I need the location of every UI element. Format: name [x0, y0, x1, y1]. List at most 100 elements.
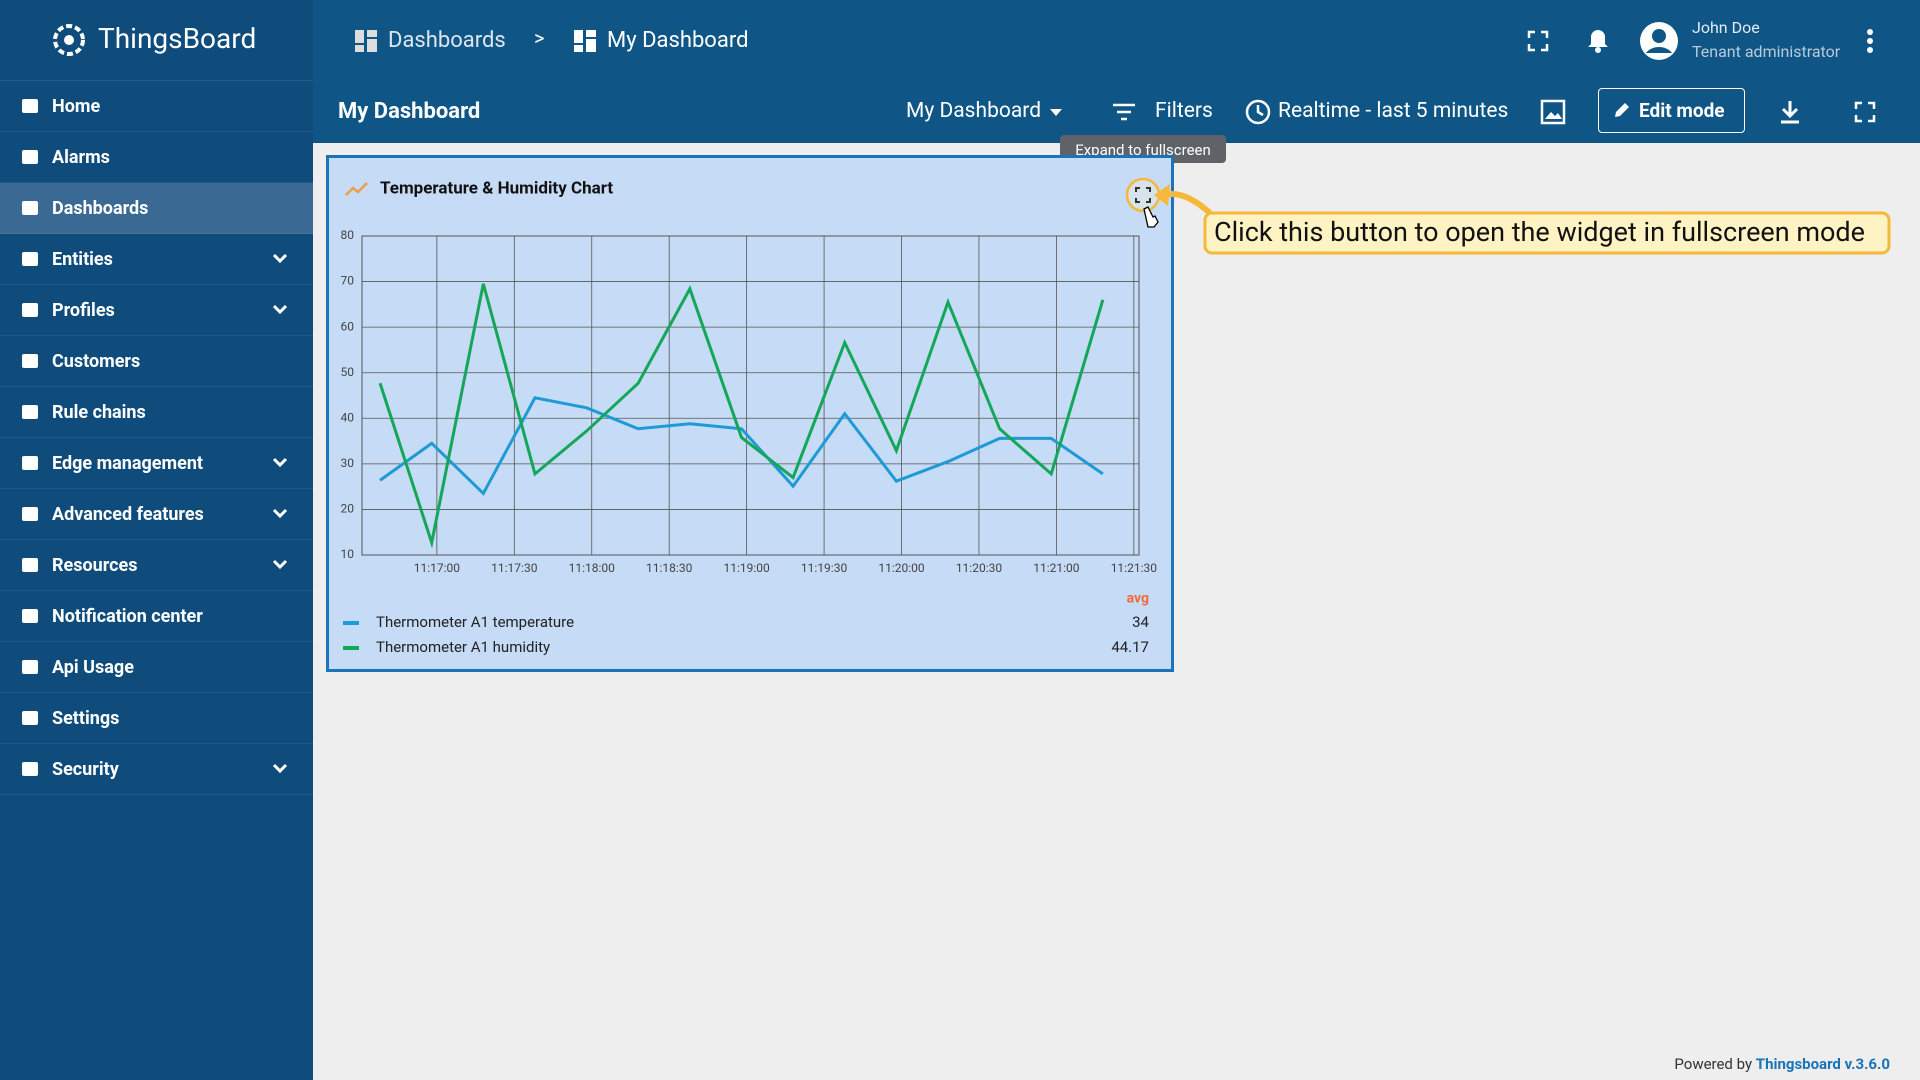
menu-item[interactable]: Notification center [0, 591, 313, 642]
divider [0, 80, 313, 81]
x-tick-label: 11:21:00 [1033, 561, 1080, 575]
dashboard-select[interactable]: My Dashboard [906, 99, 1042, 123]
menu-item[interactable]: Dashboards [0, 183, 313, 234]
callout-box [1203, 211, 1891, 255]
y-tick-label: 80 [341, 228, 355, 242]
logo-icon [53, 24, 85, 56]
menu-icon [22, 252, 38, 266]
y-tick-label: 10 [341, 547, 355, 561]
menu-item[interactable]: Advanced features [0, 489, 313, 540]
x-tick-label: 11:20:30 [956, 561, 1003, 575]
dropdown-arrow[interactable] [1049, 107, 1063, 117]
menu-icon [22, 303, 38, 317]
user-name: John Doe [1692, 18, 1760, 37]
menu-item[interactable]: Settings [0, 693, 313, 744]
user-role: Tenant administrator [1692, 42, 1841, 61]
footer-link[interactable]: Thingsboard v.3.6.0 [1755, 1055, 1890, 1073]
logo-text: ThingsBoard [98, 22, 257, 55]
cursor [1143, 206, 1159, 228]
fullscreen-glyph [1135, 187, 1151, 203]
callout-arrowhead [1154, 184, 1170, 206]
menu-icon [22, 558, 38, 572]
menu-label: Resources [52, 555, 138, 576]
y-tick-label: 70 [341, 274, 355, 288]
edit-mode-label: Edit mode [1639, 99, 1725, 122]
breadcrumb-separator: > [534, 26, 545, 50]
image-button[interactable] [1540, 99, 1566, 125]
series-line [378, 283, 1105, 549]
breadcrumb-current: My Dashboard [607, 28, 749, 53]
menu-label: Customers [52, 351, 141, 372]
dashboards-icon [355, 30, 377, 52]
x-tick-label: 11:17:30 [491, 561, 538, 575]
y-tick-label: 30 [341, 456, 355, 470]
menu-icon [22, 456, 38, 470]
x-tick-label: 11:21:30 [1111, 561, 1158, 575]
menu-item[interactable]: Profiles [0, 285, 313, 336]
dashboard-toolbar: My Dashboard My Dashboard Filters Realti… [313, 82, 1920, 143]
menu-label: Home [52, 96, 101, 117]
menu-item[interactable]: Home [0, 81, 313, 132]
edit-mode-button[interactable]: Edit mode [1598, 88, 1745, 133]
menu-icon [22, 711, 38, 725]
menu-label: Alarms [52, 147, 110, 168]
footer-prefix: Powered by [1674, 1055, 1753, 1073]
download-button[interactable] [1779, 99, 1801, 125]
notifications-button[interactable] [1586, 28, 1610, 54]
filters-button[interactable]: Filters [1155, 99, 1213, 123]
legend-label: Thermometer A1 humidity [376, 638, 550, 656]
menu-icon [22, 507, 38, 521]
menu-icon [22, 762, 38, 776]
fullscreen-dashboard-button[interactable] [1854, 101, 1876, 123]
y-tick-label: 20 [341, 502, 355, 516]
expand-chevron[interactable] [272, 508, 288, 520]
sidebar: ThingsBoard Home Alarms Dashboards Entities… [0, 0, 313, 1080]
menu-item[interactable]: Customers [0, 336, 313, 387]
breadcrumb-link[interactable]: Dashboards [388, 28, 506, 53]
menu-icon [22, 150, 38, 164]
menu-label: Dashboards [52, 198, 149, 219]
legend-avg: 34 [1132, 613, 1149, 631]
menu-item[interactable]: Rule chains [0, 387, 313, 438]
menu-item[interactable]: Security [0, 744, 313, 795]
menu-label: Entities [52, 249, 113, 270]
filter-icon[interactable] [1112, 101, 1136, 123]
clock-icon[interactable] [1245, 99, 1271, 125]
menu-label: Advanced features [52, 504, 204, 525]
dashboard-icon [574, 30, 596, 52]
expand-chevron[interactable] [272, 559, 288, 571]
timewindow-button[interactable]: Realtime - last 5 minutes [1278, 99, 1509, 123]
expand-chevron[interactable] [272, 253, 288, 265]
more-button[interactable] [1866, 28, 1874, 54]
menu-item[interactable]: Api Usage [0, 642, 313, 693]
chart-widget: Temperature & Humidity Chart 10 20 30 40 50 6… [326, 155, 1174, 672]
menu-item[interactable]: Resources [0, 540, 313, 591]
footer: Powered by Thingsboard v.3.6.0 [1674, 1055, 1890, 1073]
expand-chevron[interactable] [272, 304, 288, 316]
menu-label: Settings [52, 708, 120, 729]
menu-icon [22, 660, 38, 674]
chart-title: Temperature & Humidity Chart [380, 178, 613, 198]
menu-label: Edge management [52, 453, 204, 474]
x-tick-label: 11:20:00 [878, 561, 925, 575]
expand-chevron[interactable] [272, 457, 288, 469]
widget-icon [345, 182, 368, 196]
fullscreen-button[interactable] [1527, 30, 1549, 52]
series-line [379, 396, 1104, 496]
x-tick-label: 11:18:30 [646, 561, 693, 575]
callout-text: Click this button to open the widget in … [1214, 216, 1865, 248]
x-tick-label: 11:17:00 [414, 561, 461, 575]
menu-icon [22, 201, 38, 215]
x-tick-label: 11:19:00 [723, 561, 770, 575]
avatar[interactable] [1640, 22, 1678, 60]
menu-label: Profiles [52, 300, 115, 321]
menu-item[interactable]: Edge management [0, 438, 313, 489]
callout-arrow [1163, 191, 1213, 216]
expand-chevron[interactable] [272, 763, 288, 775]
menu-item[interactable]: Alarms [0, 132, 313, 183]
tooltip-text: Expand to fullscreen [1075, 141, 1211, 159]
y-tick-label: 40 [341, 410, 355, 424]
menu-item[interactable]: Entities [0, 234, 313, 285]
menu-icon [22, 405, 38, 419]
